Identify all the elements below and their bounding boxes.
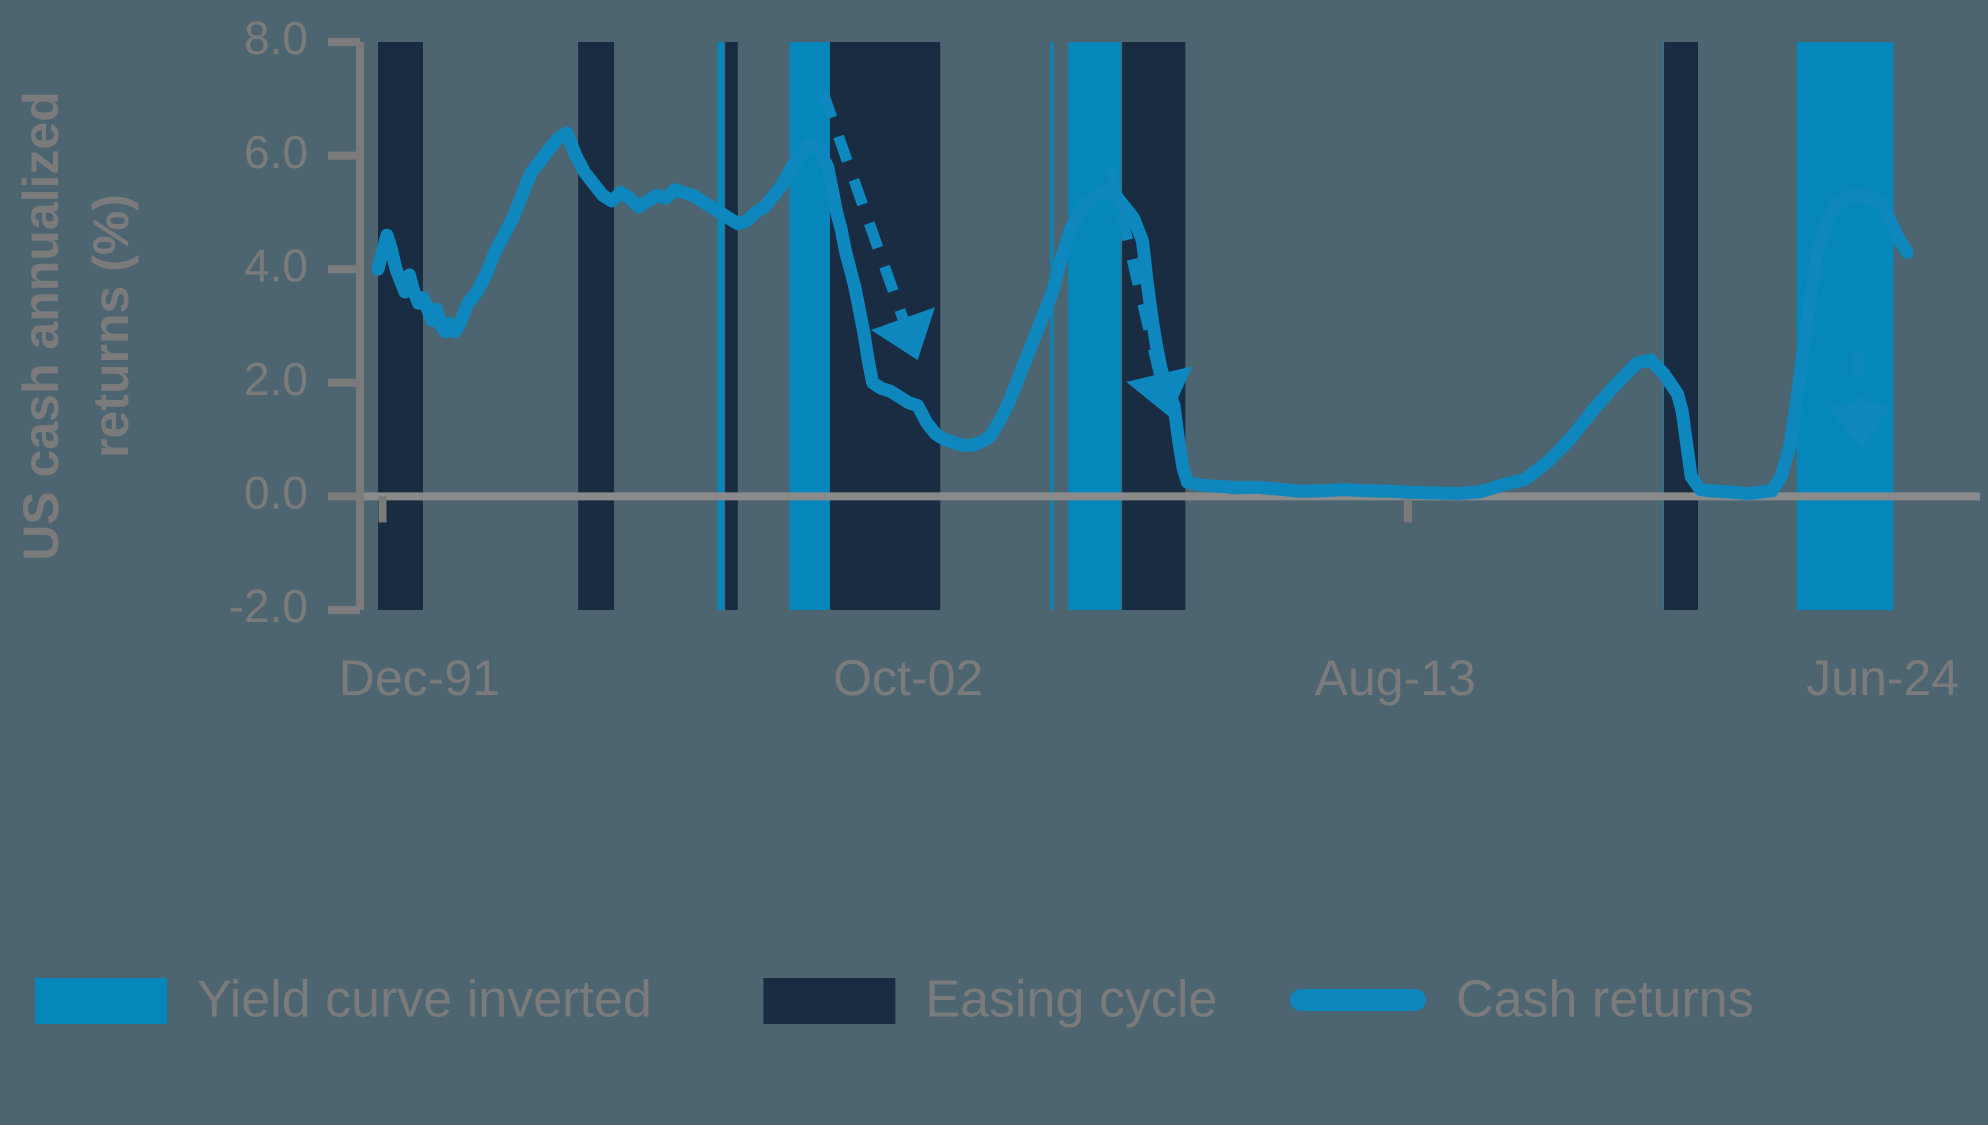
cash-returns-series <box>371 126 1914 501</box>
band-yield-curve-inverted <box>1050 42 1054 610</box>
band-easing-cycle <box>578 42 615 610</box>
axis-layer <box>328 38 1412 614</box>
legend-swatch-line[interactable] <box>1290 989 1427 1011</box>
dashed-arrow-head <box>1826 402 1894 449</box>
dashed-arrow-shaft <box>818 91 909 321</box>
x-tick-label: Oct-02 <box>833 650 983 706</box>
legend-swatch[interactable] <box>763 978 896 1024</box>
band-yield-curve-inverted <box>1068 42 1121 610</box>
dashed-arrow-head <box>870 307 936 361</box>
y-axis-title: US cash annualized returns (%) <box>13 91 139 561</box>
x-tick-label: Jun-24 <box>1806 650 1959 706</box>
y-axis-title: returns (%) <box>83 194 139 458</box>
dashed-arrow-shaft <box>1105 168 1165 376</box>
y-tick-label: 0.0 <box>244 467 308 519</box>
x-tick-label: Dec-91 <box>339 650 500 706</box>
band-yield-curve-inverted <box>789 42 830 610</box>
y-tick-labels: 8.0 6.0 4.0 2.0 0.0 -2.0 <box>229 12 308 632</box>
chart-legend[interactable]: Yield curve inverted Easing cycle Cash ret… <box>35 971 1754 1029</box>
y-tick-label: 6.0 <box>244 126 308 178</box>
dashed-arrow-head <box>1126 366 1193 417</box>
x-tick-label: Aug-13 <box>1315 650 1476 706</box>
series-line-cash-returns <box>371 126 1914 501</box>
recession-bands-layer <box>377 42 1894 610</box>
x-tick-labels: Dec-91 Oct-02 Aug-13 Jun-24 <box>339 650 1959 706</box>
dashed-arrow-shaft <box>1852 351 1866 405</box>
legend-label[interactable]: Yield curve inverted <box>197 971 652 1029</box>
y-tick-label: 4.0 <box>244 239 308 291</box>
y-axis-title: US cash annualized <box>13 91 69 561</box>
y-tick-label: -2.0 <box>229 580 308 632</box>
legend-swatch[interactable] <box>35 978 167 1024</box>
band-yield-curve-inverted <box>717 42 725 610</box>
legend-label[interactable]: Cash returns <box>1456 971 1754 1029</box>
band-easing-cycle <box>1664 42 1698 610</box>
band-easing-cycle <box>377 42 423 610</box>
y-tick-label: 2.0 <box>244 353 308 405</box>
y-tick-label: 8.0 <box>244 12 308 64</box>
band-easing-cycle <box>725 42 738 610</box>
legend-label[interactable]: Easing cycle <box>925 971 1217 1029</box>
dashed-arrow-annotations <box>818 91 1894 449</box>
